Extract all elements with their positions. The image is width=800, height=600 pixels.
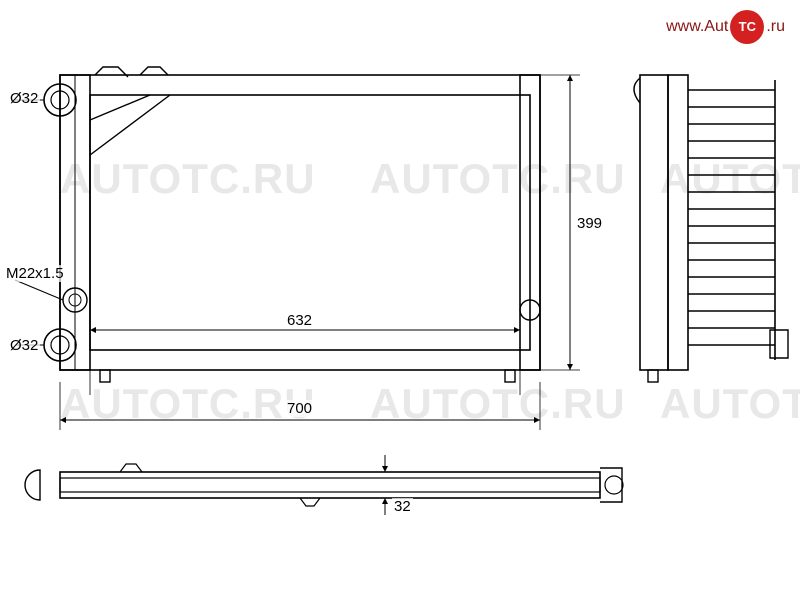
top-view xyxy=(25,455,623,515)
logo-suffix: .ru xyxy=(766,18,785,35)
dim-32: 32 xyxy=(392,498,413,515)
dim-632: 632 xyxy=(285,312,314,329)
dim-700: 700 xyxy=(285,400,314,417)
label-port-top: Ø32 xyxy=(8,90,40,107)
label-thread: M22x1.5 xyxy=(4,265,66,282)
dim-399: 399 xyxy=(575,215,604,232)
front-view xyxy=(15,67,580,430)
side-view xyxy=(634,75,788,382)
logo-prefix: www.Aut xyxy=(666,18,728,35)
label-port-bottom: Ø32 xyxy=(8,337,40,354)
site-logo: www.AutTC.ru xyxy=(666,10,785,44)
logo-icon: TC xyxy=(730,10,764,44)
